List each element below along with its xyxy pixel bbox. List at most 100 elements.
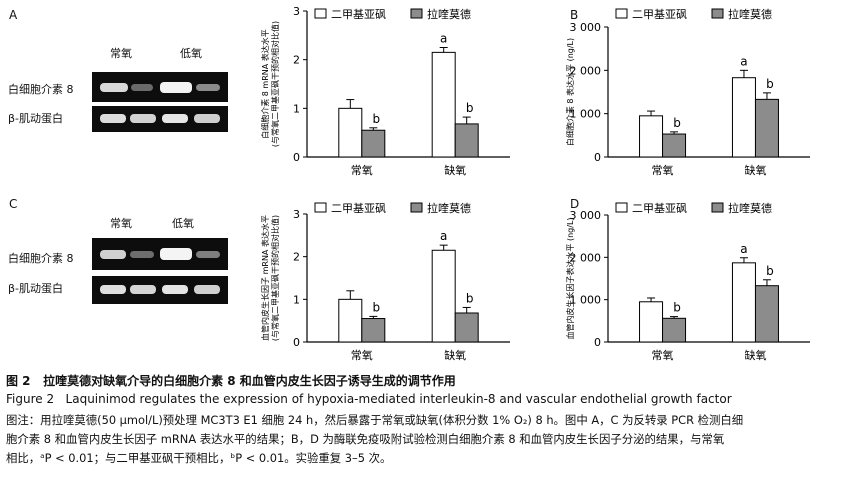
legend-swatch [314,8,327,19]
legend-label: 二甲基亚砜 [331,8,386,21]
panel-letter-b: B [570,8,579,22]
bar [361,129,386,158]
caption-figure-label: 图 2 [6,374,31,388]
y-tick-label: 3 [293,5,300,18]
gel-band [100,250,126,259]
gel-band [162,114,188,123]
gel-a-lane-normoxia: 常氧 [110,47,132,60]
gel-band [194,285,220,294]
legend-label: 二甲基亚砜 [331,202,386,215]
x-tick-label: 常氧 [351,163,373,177]
y-tick-label: 1 000 [570,294,602,307]
x-tick-label: 常氧 [351,348,373,362]
y-tick-label: 2 [293,251,300,264]
significance-mark: b [766,77,774,91]
significance-mark: b [673,301,681,315]
caption-note-line: 胞介素 8 和血管内皮生长因子 mRNA 表达水平的结果；B，D 为酶联免疫吸附… [6,432,725,446]
legend-label: 二甲基亚砜 [632,8,687,21]
significance-mark: a [440,32,447,46]
legend-label: 二甲基亚砜 [632,202,687,215]
y-axis-label: 白细胞介素 8 mRNA 表达水平 [260,29,270,139]
gel-band [160,248,192,260]
caption-note-line: 图注：用拉喹莫德(50 μmol/L)预处理 MC3T3 E1 细胞 24 h，… [6,413,744,427]
significance-mark: a [440,229,447,243]
bar [731,77,756,158]
gel-a-il8-blot [92,72,228,102]
x-tick-label: 常氧 [652,163,674,177]
y-axis-label: (与常氧二甲基亚砜干预的相对比值) [270,215,280,341]
y-tick-label: 1 [293,102,300,115]
panel-letter-a: A [9,8,18,22]
y-tick-label: 0 [594,336,601,349]
gel-band [100,285,126,294]
y-axis-label: 白细胞介素 8 表达水平 (ng/L) [565,38,575,146]
y-tick-label: 2 000 [570,64,602,77]
caption-figure-label-en: Figure 2 [6,392,55,406]
legend-label: 拉喹莫德 [728,7,772,21]
bar [754,98,779,158]
y-tick-label: 0 [293,151,300,164]
x-tick-label: 缺氧 [744,348,766,362]
legend-label: 拉喹莫德 [728,201,772,215]
bar [662,133,687,158]
gel-c-lane-hypoxia: 低氧 [172,217,194,230]
y-tick-label: 2 [293,54,300,67]
bar [639,301,664,343]
gel-c-lane-normoxia: 常氧 [110,217,132,230]
legend-swatch [410,8,423,19]
bar [338,298,363,343]
caption-title-cn: 图 2 拉喹莫德对缺氧介导的白细胞介素 8 和血管内皮生长因子诱导生成的调节作用 [6,372,456,389]
bar [454,312,479,343]
legend-swatch [711,8,724,19]
significance-mark: b [766,264,774,278]
bar [662,317,687,343]
y-tick-label: 1 [293,293,300,306]
gel-band [130,285,156,294]
caption-note: 图注：用拉喹莫德(50 μmol/L)预处理 MC3T3 E1 细胞 24 h，… [6,411,743,468]
panel-letter-c: C [9,197,18,211]
gel-c-actin-blot [92,276,228,304]
caption-title-text: 拉喹莫德对缺氧介导的白细胞介素 8 和血管内皮生长因子诱导生成的调节作用 [43,374,456,388]
bar [731,262,756,343]
gel-band [194,114,220,123]
caption-note-line: 相比，ᵃP < 0.01；与二甲基亚砜干预相比，ᵇP < 0.01。实验重复 3… [6,451,392,465]
significance-mark: b [466,101,474,115]
y-tick-label: 0 [293,336,300,349]
panel-letter-d: D [570,197,580,211]
caption-title-en: Figure 2 Laquinimod regulates the expres… [6,392,732,406]
bar [338,107,363,158]
y-axis-label: 血管内皮生长因子表达水平 (ng/L) [565,217,575,339]
y-tick-label: 3 000 [570,209,602,222]
gel-band [100,83,128,92]
bar [639,115,664,158]
gel-c-row-actin: β-肌动蛋白 [8,282,63,295]
caption-title-text-en: Laquinimod regulates the expression of h… [65,392,732,406]
gel-a-actin-blot [92,106,228,132]
bar [431,249,456,343]
gel-band [100,114,126,123]
y-axis-label: (与常氧二甲基亚砜干预的相对比值) [270,21,280,147]
x-tick-label: 缺氧 [444,163,466,177]
y-axis-label: 血管内皮生长因子 mRNA 表达水平 [260,215,270,341]
x-tick-label: 缺氧 [444,348,466,362]
x-tick-label: 缺氧 [744,163,766,177]
y-tick-label: 3 [293,208,300,221]
x-tick-label: 常氧 [652,348,674,362]
gel-band [196,84,220,91]
significance-mark: a [740,54,747,68]
legend-swatch [615,202,628,213]
legend-swatch [615,8,628,19]
gel-band [130,251,154,258]
gel-band [131,84,153,91]
legend-swatch [410,202,423,213]
significance-mark: b [673,116,681,130]
gel-band [162,285,188,294]
legend-swatch [711,202,724,213]
bar [754,285,779,343]
legend-swatch [314,202,327,213]
significance-mark: b [372,300,380,314]
bar [361,318,386,343]
gel-a-row-actin: β-肌动蛋白 [8,112,63,125]
gel-a-lane-hypoxia: 低氧 [180,47,202,60]
